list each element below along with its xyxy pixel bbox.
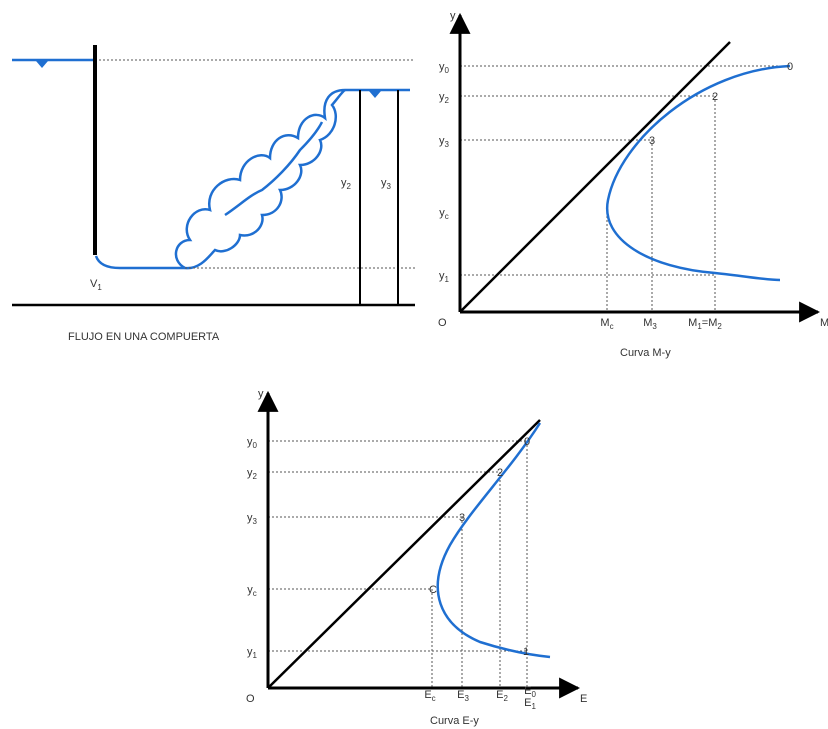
label-part: E: [524, 685, 531, 697]
label-part: E: [457, 689, 464, 701]
y-label: y0: [247, 436, 258, 450]
subscript: 1: [445, 275, 450, 284]
gate-sketch: [12, 45, 415, 305]
subscript: 3: [387, 182, 392, 191]
y-label: yc: [439, 207, 449, 221]
y-label: y0: [439, 61, 450, 75]
subscript: 2: [717, 322, 722, 331]
y-label: yc: [247, 584, 257, 598]
x-label: Ec: [424, 689, 435, 703]
point-label: 0: [524, 436, 530, 448]
point-label: 2: [497, 467, 503, 479]
subscript: 3: [253, 517, 258, 526]
x-label: E2: [496, 689, 508, 703]
diagonal: [460, 42, 730, 312]
hydraulic-jump: [176, 90, 345, 268]
velocity-label: V1: [90, 278, 102, 292]
caption: Curva M-y: [620, 347, 671, 359]
y-label: y2: [247, 467, 258, 481]
label-part: M: [643, 317, 652, 329]
subscript: 0: [253, 441, 258, 450]
subscript: 3: [445, 140, 450, 149]
y-label: y1: [247, 646, 258, 660]
x-label: Mc: [600, 317, 613, 331]
label-part: E: [496, 689, 503, 701]
subscript: 2: [445, 96, 450, 105]
curve: [607, 66, 790, 280]
subscript: c: [445, 212, 449, 221]
depth-label: y3: [381, 177, 392, 191]
depth-label: y2: [341, 177, 352, 191]
label-part: =M: [702, 317, 718, 329]
subscript: 1: [253, 651, 258, 660]
y-label: y3: [439, 135, 450, 149]
point-label: 1: [523, 646, 529, 658]
x-label: E1: [524, 697, 536, 711]
y-label: y2: [439, 91, 450, 105]
caption: FLUJO EN UNA COMPUERTA: [68, 331, 220, 343]
subscript: 1: [97, 283, 102, 292]
y-label: y3: [247, 512, 258, 526]
x-label: M1=M2: [688, 317, 722, 331]
y-label: y1: [439, 270, 450, 284]
axis-label: y: [450, 10, 456, 22]
subscript: 2: [253, 472, 258, 481]
subscript: 0: [445, 66, 450, 75]
origin-label: O: [246, 693, 255, 705]
subscript: c: [432, 694, 436, 703]
subscript: 0: [531, 690, 536, 699]
label-part: M: [600, 317, 609, 329]
point-label: 0: [787, 61, 793, 73]
point-label: 3: [649, 135, 655, 147]
axis-label: y: [258, 388, 264, 400]
origin-label: O: [438, 317, 447, 329]
subscript: 2: [347, 182, 352, 191]
subscript: 3: [464, 694, 469, 703]
point-label: 2: [712, 91, 718, 103]
axis-label: E: [580, 693, 587, 705]
x-label: E3: [457, 689, 469, 703]
curve: [438, 423, 550, 657]
subscript: 3: [652, 322, 657, 331]
water-mark: [369, 91, 381, 98]
subscript: 1: [531, 702, 536, 711]
label-part: E: [524, 697, 531, 709]
axis-label: M: [820, 317, 828, 329]
subscript: c: [610, 322, 614, 331]
x-label: M3: [643, 317, 657, 331]
point-label: 3: [459, 512, 465, 524]
subscript: c: [253, 589, 257, 598]
subscript: 2: [503, 694, 508, 703]
diagram: V1y2y3FLUJO EN UNA COMPUERTAy0y2y3ycy1yM…: [0, 0, 828, 729]
jet-surface: [96, 256, 185, 268]
water-mark: [36, 61, 48, 68]
label-part: E: [424, 689, 431, 701]
label-part: M: [688, 317, 697, 329]
point-label: C: [429, 584, 437, 596]
caption: Curva E-y: [430, 715, 479, 727]
